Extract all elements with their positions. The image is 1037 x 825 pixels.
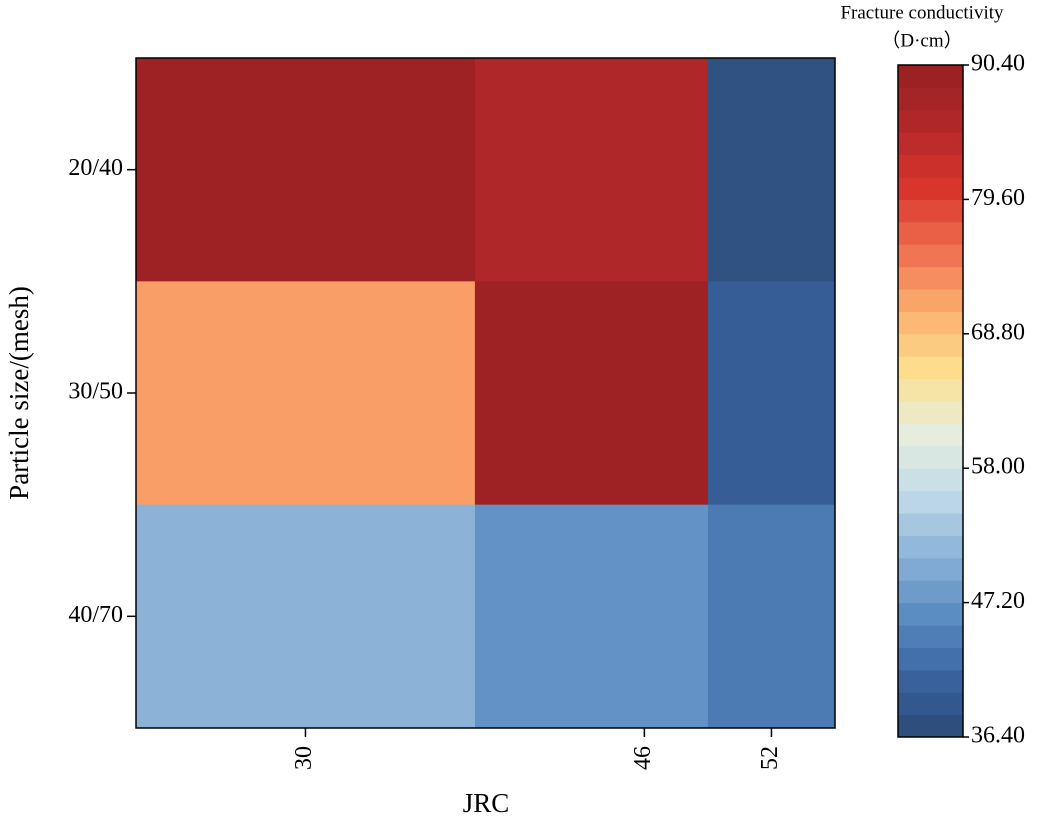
heatmap-cell [474,281,709,506]
colorbar-band [898,333,963,357]
colorbar-band [898,513,963,536]
y-tick-label: 30/50 [68,379,123,405]
colorbar-band [898,87,963,111]
colorbar-band [898,647,963,671]
colorbar-band [898,177,963,200]
colorbar-band [898,692,963,716]
colorbar-band [898,311,963,335]
colorbar-band [898,669,963,693]
heatmap-cell [707,281,836,506]
colorbar-band [898,714,963,738]
colorbar-band [898,289,963,312]
y-tick-label: 40/70 [68,602,123,628]
colorbar-band [898,65,963,88]
x-axis-title: JRC [463,788,510,818]
x-tick-label: 46 [630,746,656,770]
colorbar-tick-label: 58.00 [971,454,1025,480]
colorbar-tick-label: 68.80 [971,319,1025,345]
plot-frame [135,57,836,729]
colorbar-band [898,378,963,402]
heatmap-cell [474,58,709,282]
colorbar-title: （D·cm） [881,29,962,51]
colorbar-band [898,602,963,626]
colorbar-band [898,490,963,514]
colorbar-band [898,468,963,492]
heatmap-cell [474,504,709,729]
colorbar-band [898,244,963,268]
colorbar-band [898,535,963,559]
colorbar-band [898,445,963,469]
heatmap-cell [707,58,836,282]
colorbar-band [898,199,963,223]
colorbar-band [898,423,963,447]
x-tick-label: 52 [757,746,783,770]
colorbar-band [898,132,963,156]
colorbar-band [898,580,963,604]
y-tick-label: 20/40 [68,155,123,181]
x-tick-label: 30 [291,746,317,770]
colorbar-band [898,109,963,133]
colorbar-tick-label: 79.60 [971,185,1025,211]
colorbar-band [898,356,963,380]
heatmap-cell [136,504,476,729]
heatmap-cell [707,504,836,729]
colorbar-band [898,625,963,648]
colorbar-band [898,557,963,581]
colorbar-frame [897,64,964,738]
y-axis-title: Particle size/(mesh) [4,286,34,500]
colorbar-band [898,266,963,290]
colorbar-title: Fracture conductivity [840,2,1004,23]
colorbar-band [898,154,963,178]
colorbar-tick-label: 90.40 [971,51,1025,77]
colorbar-band [898,221,963,245]
heatmap-cell [136,281,476,506]
colorbar-tick-label: 36.40 [971,723,1025,749]
colorbar-band [898,401,963,424]
colorbar-tick-label: 47.20 [971,588,1025,614]
heatmap-cell [136,58,476,282]
